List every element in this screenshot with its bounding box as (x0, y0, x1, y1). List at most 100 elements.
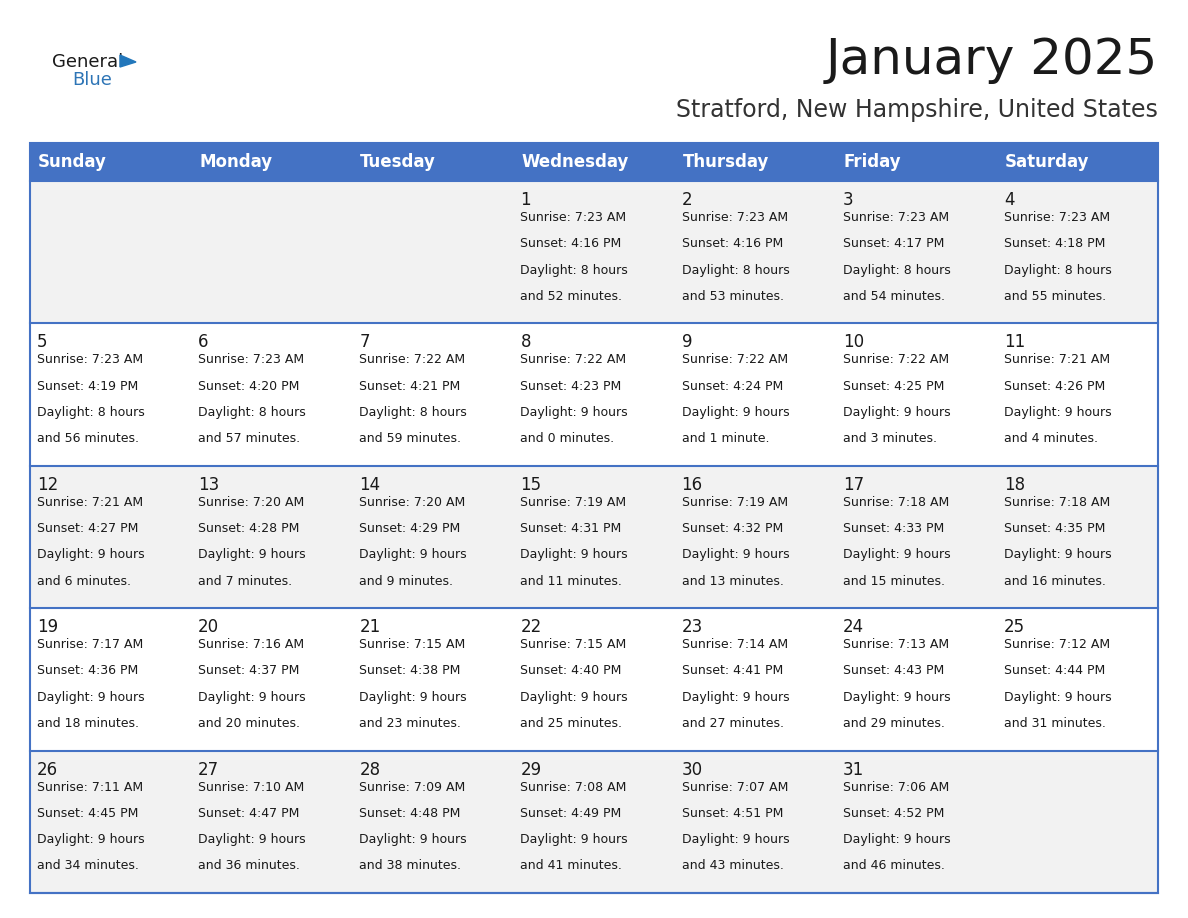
Text: 27: 27 (198, 761, 220, 778)
Text: and 25 minutes.: and 25 minutes. (520, 717, 623, 730)
Text: Sunset: 4:26 PM: Sunset: 4:26 PM (1004, 380, 1105, 393)
Text: and 52 minutes.: and 52 minutes. (520, 290, 623, 303)
Text: Sunrise: 7:20 AM: Sunrise: 7:20 AM (198, 496, 304, 509)
Text: Sunrise: 7:18 AM: Sunrise: 7:18 AM (842, 496, 949, 509)
Text: Sunrise: 7:19 AM: Sunrise: 7:19 AM (520, 496, 626, 509)
Text: Sunset: 4:45 PM: Sunset: 4:45 PM (37, 807, 138, 820)
Text: Saturday: Saturday (1005, 153, 1089, 171)
Text: and 7 minutes.: and 7 minutes. (198, 575, 292, 588)
Text: 6: 6 (198, 333, 209, 352)
Text: 16: 16 (682, 476, 702, 494)
Text: Sunrise: 7:07 AM: Sunrise: 7:07 AM (682, 780, 788, 793)
Text: and 4 minutes.: and 4 minutes. (1004, 432, 1098, 445)
Text: Tuesday: Tuesday (360, 153, 436, 171)
Bar (30, 323, 1158, 465)
Text: 8: 8 (520, 333, 531, 352)
Text: Sunrise: 7:17 AM: Sunrise: 7:17 AM (37, 638, 144, 651)
Text: Daylight: 9 hours: Daylight: 9 hours (198, 834, 305, 846)
Text: 15: 15 (520, 476, 542, 494)
Text: 7: 7 (359, 333, 369, 352)
Text: and 16 minutes.: and 16 minutes. (1004, 575, 1106, 588)
Text: Sunset: 4:36 PM: Sunset: 4:36 PM (37, 665, 138, 677)
Text: Sunset: 4:52 PM: Sunset: 4:52 PM (842, 807, 944, 820)
Text: Sunrise: 7:23 AM: Sunrise: 7:23 AM (198, 353, 304, 366)
Text: Sunset: 4:35 PM: Sunset: 4:35 PM (1004, 522, 1105, 535)
Text: 31: 31 (842, 761, 864, 778)
Text: Sunset: 4:20 PM: Sunset: 4:20 PM (198, 380, 299, 393)
Text: and 27 minutes.: and 27 minutes. (682, 717, 784, 730)
Text: and 13 minutes.: and 13 minutes. (682, 575, 783, 588)
Text: Sunrise: 7:15 AM: Sunrise: 7:15 AM (520, 638, 627, 651)
Text: Sunrise: 7:21 AM: Sunrise: 7:21 AM (1004, 353, 1110, 366)
Text: and 6 minutes.: and 6 minutes. (37, 575, 131, 588)
Text: Daylight: 9 hours: Daylight: 9 hours (682, 690, 789, 704)
Text: Sunrise: 7:20 AM: Sunrise: 7:20 AM (359, 496, 466, 509)
Bar (30, 143, 1158, 893)
Text: and 46 minutes.: and 46 minutes. (842, 859, 944, 872)
Bar (30, 181, 1158, 323)
Text: January 2025: January 2025 (826, 36, 1158, 84)
Text: Sunrise: 7:13 AM: Sunrise: 7:13 AM (842, 638, 949, 651)
Text: 3: 3 (842, 191, 853, 209)
Text: Sunset: 4:25 PM: Sunset: 4:25 PM (842, 380, 944, 393)
Text: and 31 minutes.: and 31 minutes. (1004, 717, 1106, 730)
Text: Sunset: 4:29 PM: Sunset: 4:29 PM (359, 522, 461, 535)
Text: and 55 minutes.: and 55 minutes. (1004, 290, 1106, 303)
Text: and 11 minutes.: and 11 minutes. (520, 575, 623, 588)
Text: 22: 22 (520, 618, 542, 636)
Bar (30, 751, 1158, 893)
Text: Sunset: 4:37 PM: Sunset: 4:37 PM (198, 665, 299, 677)
Text: Daylight: 9 hours: Daylight: 9 hours (359, 690, 467, 704)
Text: Sunrise: 7:22 AM: Sunrise: 7:22 AM (520, 353, 626, 366)
Text: Sunset: 4:27 PM: Sunset: 4:27 PM (37, 522, 138, 535)
Text: Sunrise: 7:11 AM: Sunrise: 7:11 AM (37, 780, 143, 793)
Text: and 1 minute.: and 1 minute. (682, 432, 769, 445)
Text: 13: 13 (198, 476, 220, 494)
Text: and 34 minutes.: and 34 minutes. (37, 859, 139, 872)
Text: Sunrise: 7:22 AM: Sunrise: 7:22 AM (359, 353, 466, 366)
Text: Daylight: 9 hours: Daylight: 9 hours (1004, 406, 1112, 419)
Text: Daylight: 8 hours: Daylight: 8 hours (37, 406, 145, 419)
Text: 10: 10 (842, 333, 864, 352)
Text: Daylight: 8 hours: Daylight: 8 hours (359, 406, 467, 419)
Text: and 23 minutes.: and 23 minutes. (359, 717, 461, 730)
Text: 4: 4 (1004, 191, 1015, 209)
Text: Sunrise: 7:08 AM: Sunrise: 7:08 AM (520, 780, 627, 793)
Text: Daylight: 9 hours: Daylight: 9 hours (359, 548, 467, 562)
Text: Sunset: 4:24 PM: Sunset: 4:24 PM (682, 380, 783, 393)
Text: Sunset: 4:21 PM: Sunset: 4:21 PM (359, 380, 461, 393)
Text: and 18 minutes.: and 18 minutes. (37, 717, 139, 730)
Text: 23: 23 (682, 618, 703, 636)
Text: 26: 26 (37, 761, 58, 778)
Text: Sunrise: 7:06 AM: Sunrise: 7:06 AM (842, 780, 949, 793)
Text: 19: 19 (37, 618, 58, 636)
Text: and 53 minutes.: and 53 minutes. (682, 290, 784, 303)
Text: Daylight: 9 hours: Daylight: 9 hours (682, 834, 789, 846)
Text: and 29 minutes.: and 29 minutes. (842, 717, 944, 730)
Text: 17: 17 (842, 476, 864, 494)
Text: and 38 minutes.: and 38 minutes. (359, 859, 461, 872)
Text: and 43 minutes.: and 43 minutes. (682, 859, 783, 872)
Text: Daylight: 8 hours: Daylight: 8 hours (682, 263, 789, 276)
Text: Daylight: 8 hours: Daylight: 8 hours (198, 406, 305, 419)
Text: 24: 24 (842, 618, 864, 636)
Text: Sunset: 4:38 PM: Sunset: 4:38 PM (359, 665, 461, 677)
Text: Daylight: 8 hours: Daylight: 8 hours (520, 263, 628, 276)
Text: Sunset: 4:44 PM: Sunset: 4:44 PM (1004, 665, 1105, 677)
Text: and 56 minutes.: and 56 minutes. (37, 432, 139, 445)
Text: Sunset: 4:51 PM: Sunset: 4:51 PM (682, 807, 783, 820)
Text: Sunset: 4:16 PM: Sunset: 4:16 PM (682, 237, 783, 251)
Text: Monday: Monday (200, 153, 272, 171)
Text: 21: 21 (359, 618, 380, 636)
Text: Sunrise: 7:19 AM: Sunrise: 7:19 AM (682, 496, 788, 509)
Text: Daylight: 9 hours: Daylight: 9 hours (520, 548, 628, 562)
Text: Sunrise: 7:09 AM: Sunrise: 7:09 AM (359, 780, 466, 793)
Text: Daylight: 9 hours: Daylight: 9 hours (842, 834, 950, 846)
Text: 25: 25 (1004, 618, 1025, 636)
Text: Sunset: 4:40 PM: Sunset: 4:40 PM (520, 665, 621, 677)
Text: 9: 9 (682, 333, 693, 352)
Text: Sunset: 4:43 PM: Sunset: 4:43 PM (842, 665, 944, 677)
Text: Sunrise: 7:22 AM: Sunrise: 7:22 AM (842, 353, 949, 366)
Text: 28: 28 (359, 761, 380, 778)
Text: Sunset: 4:49 PM: Sunset: 4:49 PM (520, 807, 621, 820)
